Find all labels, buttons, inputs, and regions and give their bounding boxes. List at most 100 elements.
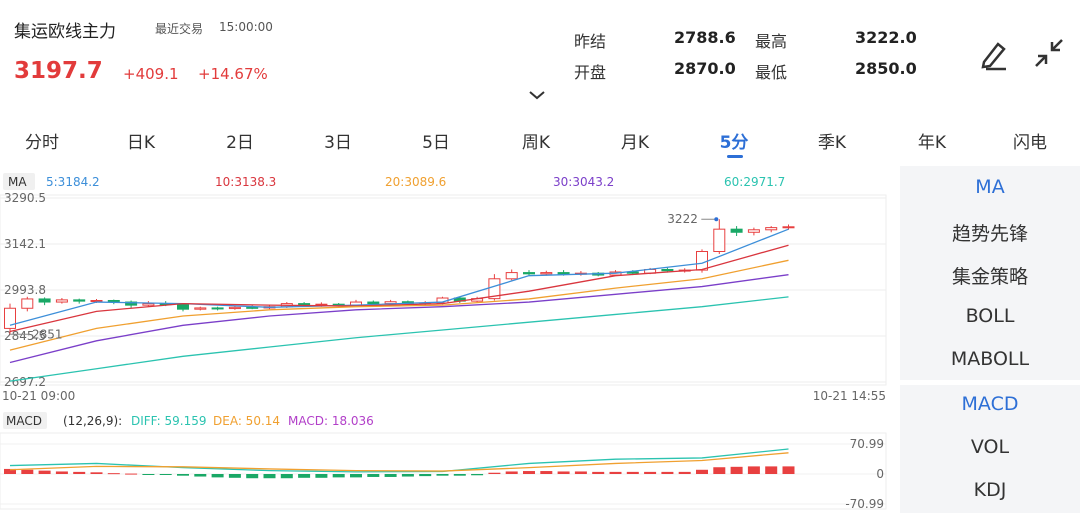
macd-bar: [4, 468, 16, 474]
chart: 3290.5 3142.1 2993.8 2845.5 2697.2 MA 5:3184.2…: [0, 173, 887, 511]
trade-label: 最近交易: [155, 22, 204, 36]
macd-bar: [211, 474, 224, 478]
ma-line: [9, 244, 789, 333]
macd-legend: (12,26,9):: [63, 414, 122, 428]
macd-bar: [384, 474, 397, 477]
macd-bar: [107, 473, 120, 475]
tab[interactable]: 5分: [719, 133, 749, 153]
tab[interactable]: 闪电: [1013, 133, 1047, 153]
x-label: 10-21 14:55: [813, 389, 886, 403]
y-tick-label: 2697.2: [4, 375, 46, 389]
tab[interactable]: 分时: [25, 133, 59, 153]
tab[interactable]: 5日: [422, 133, 450, 153]
change: +409.1: [123, 65, 179, 83]
menu-item[interactable]: MA: [975, 176, 1005, 198]
menu-item[interactable]: KDJ: [973, 479, 1007, 501]
macd-bar: [246, 474, 259, 479]
macd-bar: [280, 474, 293, 479]
macd-bar: [592, 471, 605, 474]
macd-tick-label: -70.99: [845, 497, 884, 511]
candle-body: [298, 303, 311, 306]
macd-bar: [419, 474, 432, 477]
candle-body: [90, 299, 103, 302]
tab[interactable]: 季K: [817, 133, 847, 153]
macd-bar: [263, 474, 276, 479]
macd-bar: [21, 469, 34, 474]
tab[interactable]: 月K: [620, 133, 650, 153]
trade-time: 15:00:00: [219, 20, 273, 34]
stat-label: 开盘: [574, 63, 607, 82]
candle-body: [194, 307, 207, 310]
candle-body: [730, 228, 743, 233]
candle-body: [713, 228, 726, 252]
candle-body: [782, 226, 795, 229]
candle-body: [211, 307, 224, 310]
macd-bar: [505, 471, 518, 474]
y-tick-label: 3290.5: [4, 191, 46, 205]
ma-badge: [3, 173, 35, 190]
tab[interactable]: 3日: [324, 133, 352, 153]
candle-body: [661, 268, 674, 272]
title: 集运欧线主力: [14, 22, 116, 42]
high-dot: [714, 217, 719, 222]
ma-line: [9, 274, 789, 364]
menu-item[interactable]: VOL: [970, 436, 1010, 458]
ma-line: [9, 228, 789, 326]
macd-bar: [713, 467, 726, 474]
macd-bar: [626, 471, 639, 474]
macd-bar: [38, 470, 51, 474]
menu-item[interactable]: 集金策略: [951, 266, 1028, 288]
menu-item[interactable]: MABOLL: [950, 348, 1030, 370]
legend-entry: 10:3138.3: [215, 175, 276, 189]
macd-badge: [3, 412, 47, 429]
stat-label: 最高: [755, 32, 788, 51]
macd-tick-label: 70.99: [850, 437, 884, 451]
candle-body: [696, 250, 708, 271]
candle-body: [73, 299, 86, 302]
macd-legend: DEA: 50.14: [213, 414, 280, 428]
candle-body: [626, 271, 639, 274]
macd-title: MACD: [6, 414, 42, 428]
macd-bar: [401, 474, 414, 477]
y-tick-label: 3142.1: [4, 237, 46, 251]
macd-bar: [55, 471, 68, 474]
macd-bar: [661, 471, 674, 474]
macd-bar: [159, 474, 172, 475]
legend-entry: 20:3089.6: [385, 175, 446, 189]
macd-bar: [540, 471, 553, 474]
macd-bar: [765, 466, 778, 474]
candle-body: [246, 306, 259, 309]
macd-bar: [696, 469, 708, 474]
edit-icon[interactable]: [981, 42, 1006, 71]
macd-legend: DIFF: 59.159: [131, 414, 207, 428]
chevron[interactable]: [528, 90, 546, 100]
diff-line: [9, 448, 789, 473]
candle-body: [747, 229, 760, 233]
macd-bar: [194, 474, 207, 477]
macd-bar: [436, 474, 449, 476]
candle-body: [38, 298, 51, 303]
tab[interactable]: 2日: [226, 133, 254, 153]
candle-body: [228, 306, 241, 310]
y-tick-label: 2845.5: [4, 329, 46, 343]
macd-bar: [350, 474, 362, 478]
legend-entry: 30:3043.2: [553, 175, 614, 189]
macd-bar: [125, 473, 138, 475]
macd-bar: [644, 471, 657, 474]
tab[interactable]: 年K: [917, 133, 947, 153]
macd-bar: [332, 474, 345, 478]
macd-bar: [488, 472, 501, 474]
tab[interactable]: 日K: [126, 133, 156, 153]
icons: [981, 39, 1063, 71]
macd-bar: [471, 474, 484, 476]
indicator-menu: MA 趋势先锋集金策略 BOLL MABOLL: [900, 166, 1080, 380]
menu-item[interactable]: BOLL: [965, 305, 1015, 327]
candle-body: [488, 278, 501, 300]
candle-body: [505, 272, 518, 280]
macd-bar: [453, 474, 466, 476]
menu-item[interactable]: 趋势先锋: [951, 223, 1028, 245]
stat-label: 昨结: [574, 32, 607, 51]
tab[interactable]: 周K: [521, 133, 551, 153]
collapse-icon[interactable]: [1035, 39, 1063, 67]
menu-item[interactable]: MACD: [961, 393, 1019, 415]
